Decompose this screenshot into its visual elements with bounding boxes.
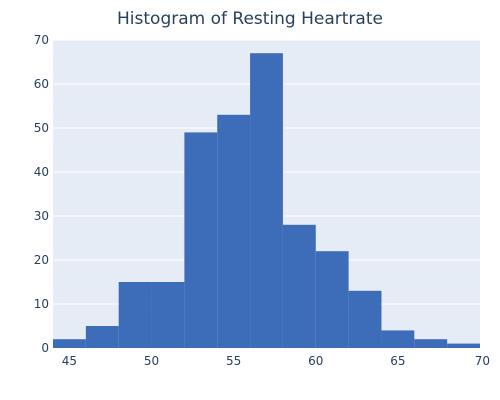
chart-title: Histogram of Resting Heartrate [117, 9, 383, 29]
y-tick-label: 10 [34, 297, 49, 311]
x-tick-label: 65 [390, 354, 405, 368]
histogram-bar [447, 344, 480, 348]
x-tick-label: 55 [226, 354, 241, 368]
y-tick-label: 20 [34, 253, 49, 267]
histogram-bar [184, 132, 217, 348]
histogram-bar [283, 225, 316, 348]
x-tick-label: 45 [62, 354, 77, 368]
histogram-bar [414, 339, 447, 348]
histogram-bar [119, 282, 152, 348]
histogram-bar [86, 326, 119, 348]
x-tick-label: 50 [144, 354, 159, 368]
x-tick-label: 60 [308, 354, 323, 368]
y-tick-label: 60 [34, 77, 49, 91]
y-tick-label: 50 [34, 121, 49, 135]
histogram-bar [316, 251, 349, 348]
histogram-bar [53, 339, 86, 348]
y-tick-label: 0 [41, 341, 49, 355]
y-tick-label: 70 [34, 33, 49, 47]
plot-area: 0 10 20 30 40 50 60 70 45 50 55 60 65 70 [34, 33, 490, 368]
histogram-bar [381, 330, 414, 348]
y-tick-label: 30 [34, 209, 49, 223]
x-tick-label: 70 [475, 354, 490, 368]
histogram-bar [217, 115, 250, 348]
histogram-bar [152, 282, 185, 348]
histogram-bar [349, 291, 382, 348]
y-tick-label: 40 [34, 165, 49, 179]
histogram-bar [250, 53, 283, 348]
